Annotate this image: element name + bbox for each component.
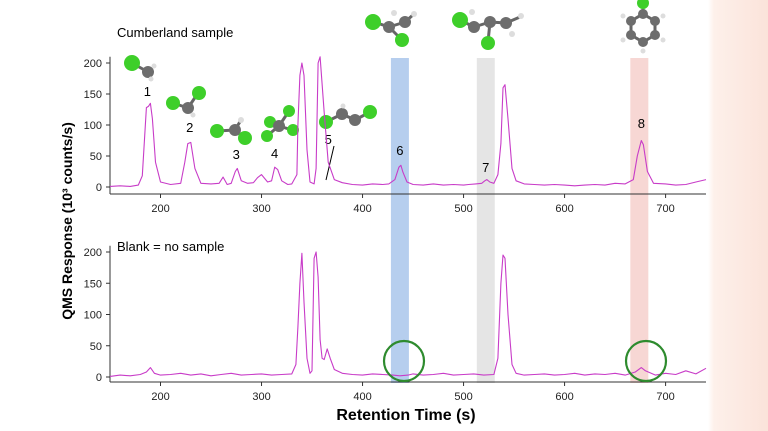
x-tick-label: 400 xyxy=(353,203,371,215)
y-tick-label: 0 xyxy=(96,372,102,384)
y-tick-label: 200 xyxy=(84,247,102,259)
peak-label-5: 5 xyxy=(325,132,332,147)
molecule-5-icon xyxy=(319,103,377,129)
panel-label-cumberland: Cumberland sample xyxy=(117,25,233,40)
x-tick-label: 300 xyxy=(252,203,270,215)
series-blank xyxy=(109,251,707,377)
y-tick-label: 0 xyxy=(96,182,102,194)
peak-5-leader-line xyxy=(325,145,335,181)
series-line-2 xyxy=(109,251,707,377)
x-tick-label: 300 xyxy=(252,391,270,403)
y-tick-label: 150 xyxy=(84,89,102,101)
highlight-band-3 xyxy=(630,58,649,383)
circle-marker-6 xyxy=(382,339,426,383)
peak-label-1: 1 xyxy=(144,84,151,99)
y-tick-label: 150 xyxy=(84,278,102,290)
peak-label-6: 6 xyxy=(396,143,403,158)
molecule-structures xyxy=(124,0,666,145)
highlight-band-2 xyxy=(476,58,495,383)
y-axis-title: QMS Response (10³ counts/s) xyxy=(59,122,75,320)
molecule-6-icon xyxy=(365,10,417,47)
x-tick-label: 500 xyxy=(454,391,472,403)
molecule-3-icon xyxy=(210,117,252,145)
y-tick-label: 100 xyxy=(84,120,102,132)
axes-bottom: 0 50 100 150 200 200 300 400 500 600 700 xyxy=(84,245,706,403)
axes-top: 0 50 100 150 200 200 300 400 500 600 700 xyxy=(84,56,706,215)
peak-label-7: 7 xyxy=(482,160,489,175)
peak-label-4: 4 xyxy=(271,146,278,161)
panel-blank: Blank = no sample 0 50 100 150 200 200 300 400 5… xyxy=(84,239,707,403)
peak-label-2: 2 xyxy=(186,120,193,135)
series-cumberland xyxy=(109,56,707,187)
molecule-4-icon xyxy=(261,105,299,142)
panel-cumberland-sample: Cumberland sample 0 50 100 150 200 200 300 400 5… xyxy=(84,0,707,215)
highlight-bands xyxy=(390,58,649,383)
y-tick-label: 200 xyxy=(84,58,102,70)
molecule-8-icon xyxy=(620,0,666,54)
x-axis-title: Retention Time (s) xyxy=(336,407,475,424)
peak-labels: 1 2 3 4 5 6 7 8 xyxy=(144,84,645,175)
x-tick-label: 400 xyxy=(353,391,371,403)
x-tick-label: 700 xyxy=(656,203,674,215)
right-edge-band xyxy=(708,0,768,431)
x-tick-label: 500 xyxy=(454,203,472,215)
molecule-7-icon xyxy=(452,9,524,50)
x-tick-label: 200 xyxy=(151,203,169,215)
series-line-1 xyxy=(109,56,707,187)
x-tick-label: 700 xyxy=(656,391,674,403)
circle-marker-8 xyxy=(624,339,668,383)
x-tick-label: 600 xyxy=(555,203,573,215)
y-tick-label: 100 xyxy=(84,310,102,322)
peak-label-8: 8 xyxy=(638,116,645,131)
y-tick-label: 50 xyxy=(90,151,102,163)
panel-label-blank: Blank = no sample xyxy=(117,239,224,254)
molecule-1-icon xyxy=(124,55,157,82)
y-tick-label: 50 xyxy=(90,341,102,353)
highlight-band-1 xyxy=(390,58,409,383)
x-tick-label: 600 xyxy=(555,391,573,403)
molecule-2-icon xyxy=(166,86,206,118)
peak-label-3: 3 xyxy=(233,147,240,162)
x-tick-label: 200 xyxy=(151,391,169,403)
